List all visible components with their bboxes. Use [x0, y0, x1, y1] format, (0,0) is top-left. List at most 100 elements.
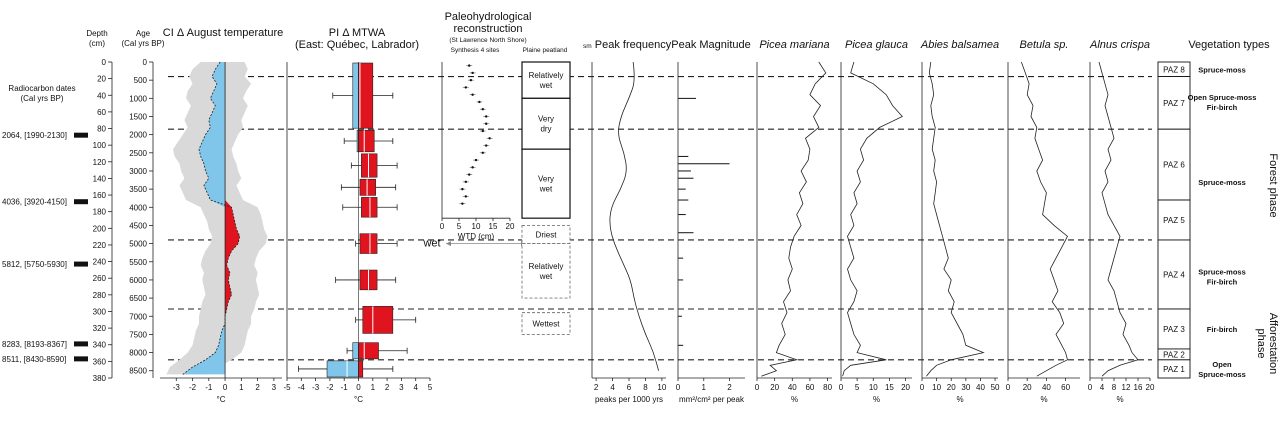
- depth-tick-label: 240: [93, 258, 107, 267]
- pi-x-label: °C: [354, 395, 363, 404]
- depth-tick-label: 280: [93, 291, 107, 300]
- peak-magnitude-title: Peak Magnitude: [671, 39, 751, 51]
- plaine-phase-box: [521, 148, 571, 219]
- pollen-tick-label: 0: [1006, 383, 1011, 392]
- pollen-tick-label: 50: [991, 383, 1000, 392]
- peak-frequency-tick-label: 4: [610, 383, 615, 392]
- depth-tick-label: 140: [93, 174, 107, 183]
- pollen-curve: [1021, 61, 1069, 377]
- age-tick-label: 6000: [129, 276, 147, 285]
- synthesis-point: [464, 86, 467, 89]
- pollen-tick-label: 20: [901, 383, 910, 392]
- pi-box-warm: [358, 129, 375, 153]
- plaine-phase-label: dry: [540, 125, 551, 134]
- pi-box-cold: [352, 62, 359, 129]
- pollen-x-label: %: [1040, 395, 1047, 404]
- pollen-tick-label: 20: [770, 383, 779, 392]
- pi-box-warm: [361, 197, 378, 218]
- paz-label: PAZ 5: [1163, 216, 1185, 225]
- plaine-phase-label: Very: [538, 115, 554, 124]
- vegetation-type-label: Fir-birch: [1207, 325, 1238, 334]
- pi-subtitle: (East: Québec, Labrador): [295, 39, 419, 51]
- age-tick-label: 3000: [129, 167, 147, 176]
- age-tick-label: 2000: [129, 131, 147, 140]
- radiocarbon-unit: (Cal yrs BP): [20, 94, 63, 103]
- age-tick-label: 3500: [129, 185, 147, 194]
- ci-tick-label: -1: [205, 383, 213, 392]
- age-tick-label: 1500: [129, 112, 147, 121]
- synthesis-title: Synthesis 4 sites: [451, 47, 501, 54]
- synthesis-point: [481, 151, 484, 155]
- pollen-title: Alnus crispa: [1089, 39, 1150, 51]
- radiocarbon-date-marker: [74, 199, 88, 205]
- pollen-tick-label: 0: [920, 383, 925, 392]
- synthesis-point: [461, 187, 464, 191]
- pollen-curve: [842, 61, 903, 377]
- pollen-tick-label: 0: [1088, 383, 1093, 392]
- depth-tick-label: 0: [102, 58, 107, 67]
- pollen-tick-label: 0: [839, 383, 844, 392]
- pollen-tick-label: 80: [823, 383, 832, 392]
- synthesis-point: [481, 129, 484, 133]
- depth-tick-label: 320: [93, 324, 107, 333]
- pollen-x-label: %: [956, 395, 963, 404]
- pollen-tick-label: 40: [1042, 383, 1051, 392]
- synthesis-tick-label: 15: [489, 222, 498, 231]
- depth-axis-label: Depth: [86, 29, 107, 38]
- pollen-curve: [761, 61, 827, 377]
- synthesis-tick-label: 20: [506, 222, 515, 231]
- vegetation-type-label: Spruce-moss: [1198, 370, 1246, 379]
- age-tick-label: 5000: [129, 240, 147, 249]
- synthesis-point: [485, 122, 488, 125]
- ci-title: CI Δ August temperature: [163, 27, 283, 39]
- synthesis-point: [468, 173, 471, 176]
- pollen-tick-label: 10: [932, 383, 941, 392]
- age-tick-label: 8000: [129, 349, 147, 358]
- pi-box-warm: [358, 342, 379, 360]
- vegetation-type-label: Open Spruce-moss: [1188, 93, 1257, 102]
- synthesis-point: [464, 180, 467, 184]
- paz-label: PAZ 6: [1163, 161, 1185, 170]
- ci-tick-label: 3: [272, 383, 277, 392]
- pi-box-warm: [358, 360, 364, 378]
- vegetation-type-label: Open: [1212, 360, 1232, 369]
- pollen-title: Abies balsamea: [920, 39, 999, 51]
- synthesis-point: [471, 93, 474, 96]
- pollen-tick-label: 20: [1146, 383, 1155, 392]
- peak-frequency-tick-label: 10: [657, 383, 666, 392]
- age-tick-label: 7000: [129, 312, 147, 321]
- plaine-phase-label: wet: [539, 272, 553, 281]
- age-tick-label: 7500: [129, 330, 147, 339]
- synthesis-point: [478, 100, 481, 104]
- plaine-phase-box: [521, 61, 571, 99]
- ci-tick-label: -3: [173, 383, 181, 392]
- radiocarbon-date-label: 5812, [5750-5930]: [2, 260, 67, 269]
- synthesis-point: [485, 115, 488, 118]
- pollen-tick-label: 20: [947, 383, 956, 392]
- depth-tick-label: 20: [97, 75, 106, 84]
- pi-box-warm: [359, 233, 378, 254]
- pollen-curve: [1098, 61, 1139, 377]
- pi-tick-label: 2: [385, 383, 390, 392]
- pi-tick-label: 5: [428, 383, 433, 392]
- vegetation-title: Vegetation types: [1188, 39, 1270, 51]
- zone-boundaries: [168, 75, 1152, 361]
- pi-tick-label: -5: [283, 383, 291, 392]
- paleohydro-subtitle: (St Lawrence North Shore): [449, 37, 526, 44]
- pollen-title: Picea glauca: [845, 39, 908, 51]
- ci-tick-label: 2: [255, 383, 260, 392]
- paz-label: PAZ 8: [1163, 65, 1185, 74]
- pollen-x-label: %: [1116, 395, 1123, 404]
- plaine-phase-label: Relatively: [529, 71, 564, 80]
- pi-tick-label: -4: [298, 383, 306, 392]
- vegetation-type-label: Spruce-moss: [1198, 65, 1246, 74]
- pollen-tick-label: 8: [1112, 383, 1117, 392]
- depth-tick-label: 40: [97, 91, 106, 100]
- synthesis-tick-label: 0: [440, 222, 445, 231]
- paz-label: PAZ 4: [1163, 270, 1185, 279]
- pi-tick-label: -2: [326, 383, 334, 392]
- plaine-phase-label: Driest: [536, 231, 558, 240]
- peak-frequency-line: [609, 61, 659, 371]
- pi-title: PI Δ MTWA: [329, 27, 386, 39]
